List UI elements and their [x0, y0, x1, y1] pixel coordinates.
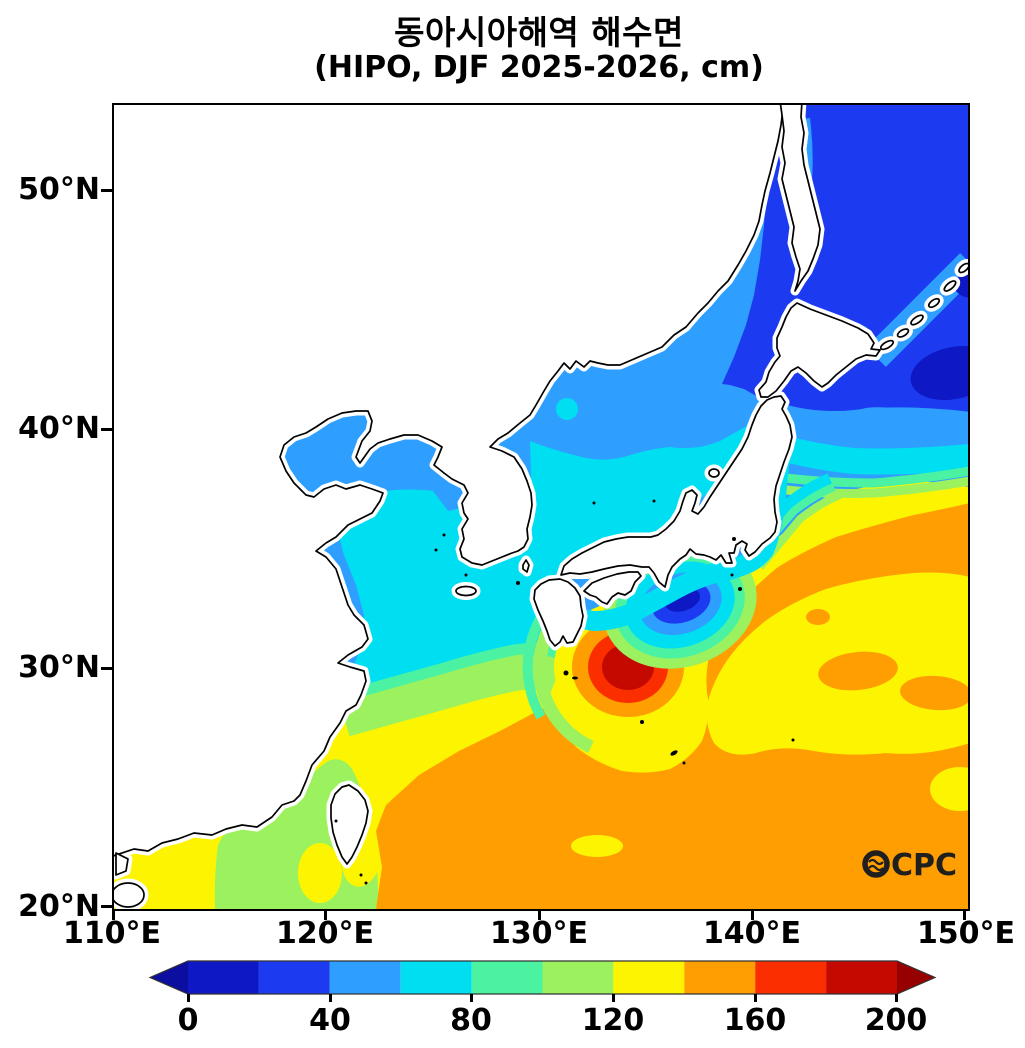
colorbar-label-120: 120 — [581, 1003, 645, 1038]
yaxis-tick — [101, 428, 112, 431]
yaxis-tick — [101, 905, 112, 908]
xaxis-tick — [751, 909, 754, 920]
xaxis-label-140e: 140°E — [702, 916, 802, 951]
colorbar — [148, 960, 937, 995]
ocpc-logo-o-ring — [862, 850, 890, 878]
colorbar-label-200: 200 — [864, 1003, 928, 1038]
colorbar-label-40: 40 — [309, 1003, 351, 1038]
japan-sea-cyan-spot — [556, 398, 578, 420]
colorbar-tick — [187, 994, 190, 1002]
xaxis-label-110e: 110°E — [62, 916, 162, 951]
colorbar-tick — [329, 994, 332, 1002]
xaxis-label-130e: 130°E — [489, 916, 589, 951]
colorbar-label-80: 80 — [450, 1003, 492, 1038]
colorbar-tick — [895, 994, 898, 1002]
xaxis-tick — [324, 909, 327, 920]
colorbar-label-0: 0 — [177, 1003, 199, 1038]
yellow-spots-in-orange — [571, 767, 968, 857]
yaxis-label-20n: 20°N — [18, 889, 100, 924]
page-title: 동아시아해역 해수면 — [394, 13, 684, 52]
colorbar-over-arrow — [897, 961, 935, 994]
xaxis-tick — [963, 909, 966, 920]
yaxis-tick — [101, 189, 112, 192]
colorbar-tick — [470, 994, 473, 1002]
xaxis-label-120e: 120°E — [275, 916, 375, 951]
orange-blobs-in-yellow — [806, 609, 968, 711]
ocpc-logo-text: CPC — [891, 848, 957, 882]
yellow-sea-japan-sea-cyan — [336, 419, 758, 695]
ocpc-logo-wave-icon — [868, 858, 884, 866]
yaxis-label-40n: 40°N — [18, 411, 100, 446]
map-plot-area — [112, 103, 970, 911]
yaxis-label-50n: 50°N — [18, 172, 100, 207]
yaxis-label-30n: 30°N — [18, 650, 100, 685]
colorbar-tick — [754, 994, 757, 1002]
yaxis-tick — [101, 667, 112, 670]
ocpc-logo-wave-icon — [868, 864, 884, 872]
colorbar-under-arrow — [150, 961, 188, 994]
xaxis-tick — [538, 909, 541, 920]
contour-map-svg — [114, 105, 968, 909]
xaxis-label-150e: 150°E — [916, 916, 1016, 951]
small-island-dots — [334, 499, 795, 885]
page-subtitle: (HIPO, DJF 2025-2026, cm) — [314, 50, 764, 85]
colorbar-label-160: 160 — [723, 1003, 787, 1038]
xaxis-tick — [112, 909, 115, 920]
ocpc-logo: CPC — [862, 848, 957, 882]
colorbar-tick — [612, 994, 615, 1002]
